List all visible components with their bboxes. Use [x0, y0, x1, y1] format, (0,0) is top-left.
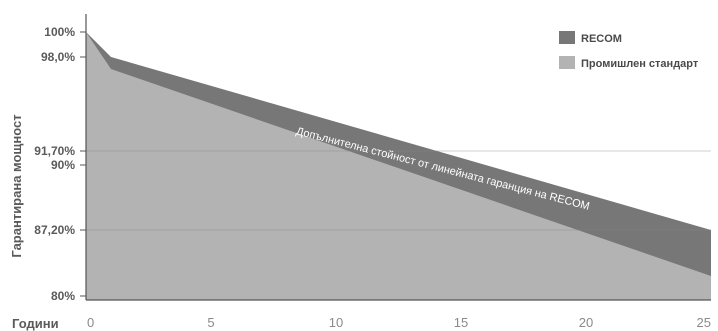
- legend-swatch-industry-standard: [559, 56, 575, 69]
- gridlines: [86, 150, 711, 231]
- y-tick-label: 100%: [44, 25, 75, 39]
- x-tick-label: 20: [579, 315, 593, 330]
- x-tick-label: 5: [207, 315, 214, 330]
- x-tick-label: 10: [329, 315, 343, 330]
- axes: [85, 14, 711, 301]
- y-tick-labels: 100% 98,0% 91,70%90% 87,20% 80%: [34, 25, 86, 303]
- plot-areas: [86, 32, 711, 300]
- y-tick-label: 87,20%: [34, 223, 75, 237]
- legend: RECOM Промишлен стандарт: [559, 31, 699, 70]
- y-tick-label: 80%: [51, 289, 75, 303]
- x-tick-label: 15: [454, 315, 468, 330]
- legend-label-recom: RECOM: [581, 33, 622, 45]
- y-axis-title: Гарантирана мощност: [9, 114, 24, 257]
- y-tick-label: 90%: [51, 158, 75, 172]
- x-axis-title: Години: [12, 316, 59, 331]
- x-tick-label: 0: [87, 315, 94, 330]
- legend-label-industry-standard: Промишлен стандарт: [581, 58, 699, 70]
- x-tick-labels: 0 5 10 15 20 25: [87, 315, 711, 330]
- y-tick-label: 98,0%: [41, 50, 75, 64]
- series-area-industry-standard: [86, 32, 711, 300]
- legend-swatch-recom: [559, 31, 575, 44]
- x-tick-label: 25: [697, 315, 711, 330]
- y-tick-label: 91,70%: [34, 144, 75, 158]
